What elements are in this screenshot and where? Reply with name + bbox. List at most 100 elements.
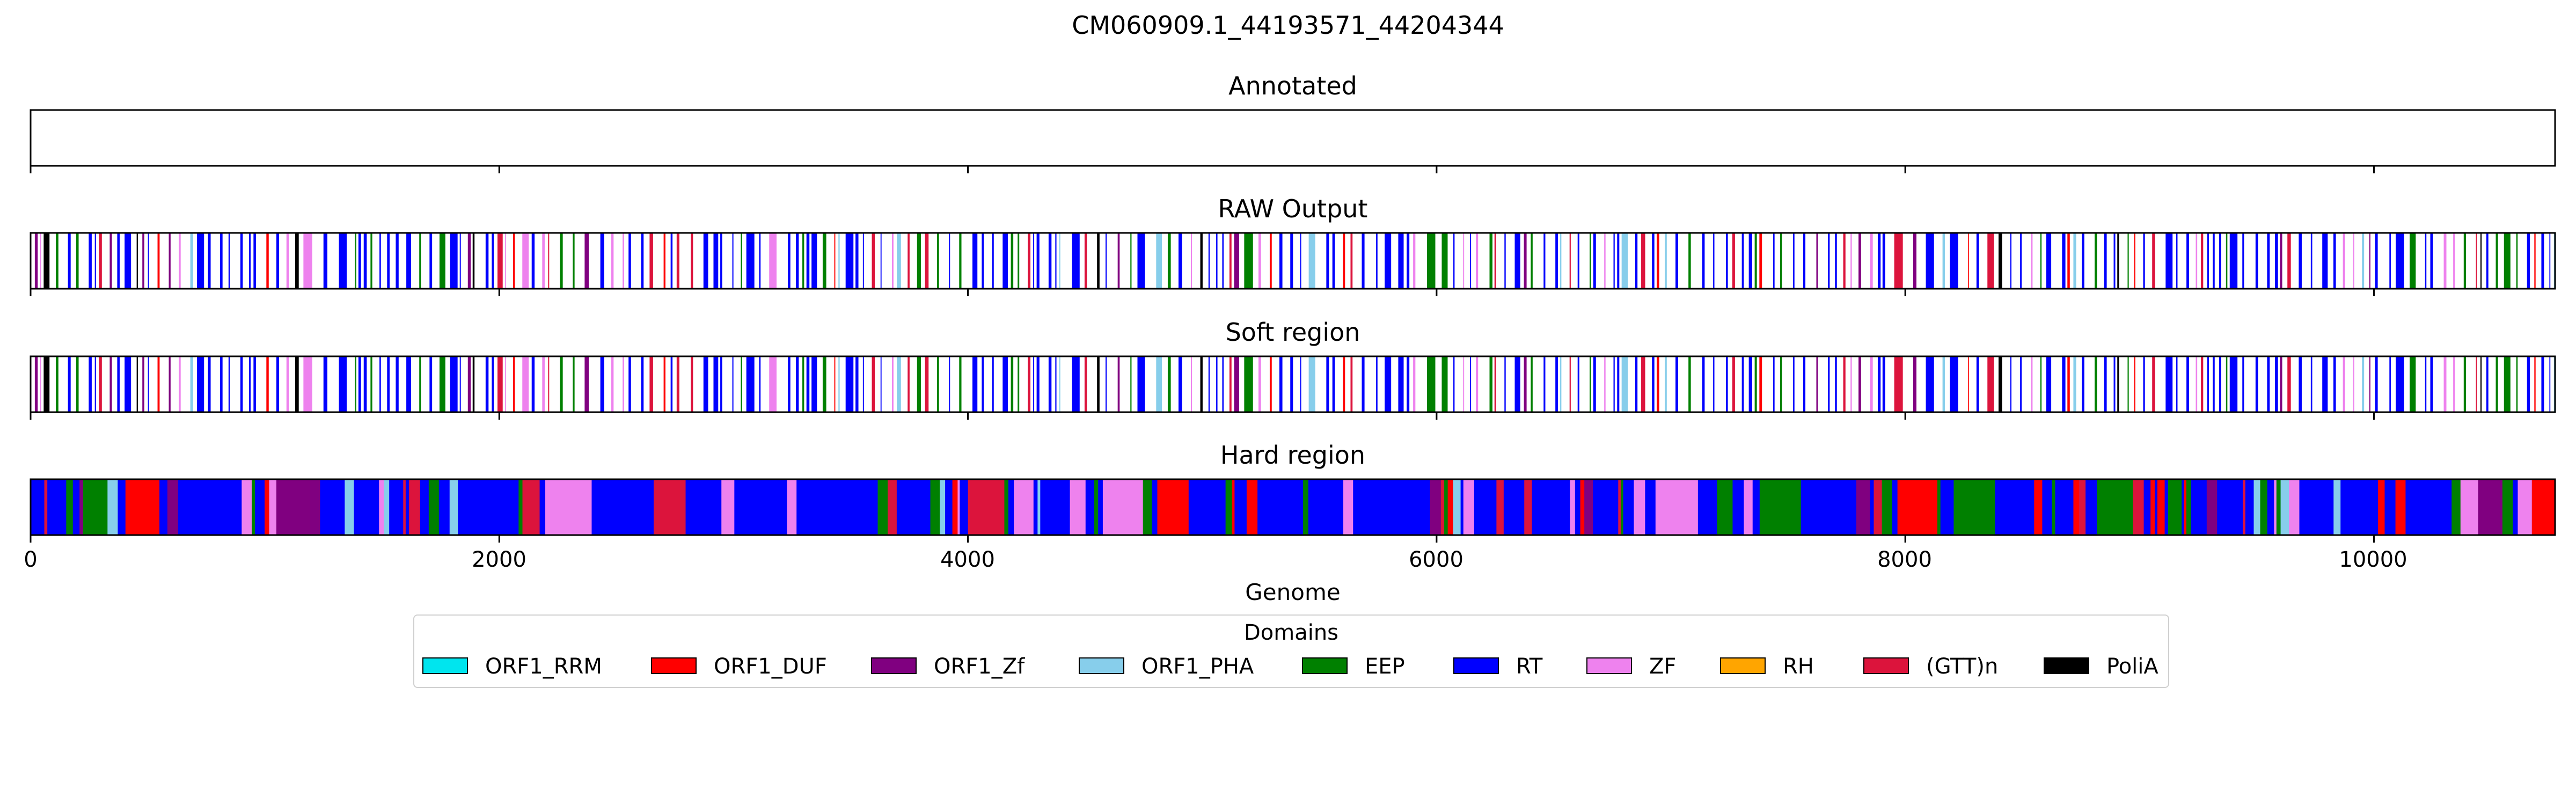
segment-2-231	[2229, 356, 2238, 412]
segment-3-210	[2253, 479, 2261, 535]
segment-2-32	[339, 356, 347, 412]
segment-2-42	[429, 356, 433, 412]
segment-3-177	[1995, 479, 1997, 535]
segment-1-178	[1732, 233, 1735, 289]
segment-2-233	[2255, 356, 2258, 412]
panel-title-soft-region: Soft region	[1225, 318, 1360, 347]
segment-1-32	[339, 233, 347, 289]
segment-1-76	[759, 233, 761, 289]
segment-2-2	[43, 356, 50, 412]
segment-1-85	[838, 233, 840, 289]
segment-3-183	[2073, 479, 2080, 535]
x-tick-label-10000: 10000	[2339, 547, 2407, 572]
segment-2-3	[56, 356, 58, 412]
segment-3-206	[2227, 479, 2236, 535]
segment-3-88	[1037, 479, 1041, 535]
segment-3-5	[66, 479, 74, 535]
segment-3-195	[2164, 479, 2169, 535]
segment-3-154	[1655, 479, 1665, 535]
segment-3-53	[635, 479, 644, 535]
segment-1-183	[1773, 233, 1775, 289]
segment-3-126	[1453, 479, 1461, 535]
segment-1-119	[1167, 233, 1171, 289]
x-tick-label-6000: 6000	[1409, 547, 1463, 572]
segment-1-234	[2267, 233, 2270, 289]
segment-1-97	[949, 233, 950, 289]
segment-3-32	[389, 479, 397, 535]
legend-label-zf: ZF	[1649, 654, 1677, 679]
segment-1-159	[1560, 233, 1562, 289]
panel-frame-3	[30, 478, 2556, 536]
segment-2-10	[117, 356, 120, 412]
segment-2-182	[1759, 356, 1762, 412]
segment-1-259	[2504, 233, 2511, 289]
segment-1-174	[1688, 233, 1691, 289]
segment-1-42	[429, 233, 433, 289]
segment-1-116	[1130, 233, 1132, 289]
segment-1-10	[117, 233, 120, 289]
segment-3-228	[2405, 479, 2452, 535]
segment-1-147	[1453, 233, 1455, 289]
segment-2-216	[2113, 356, 2116, 412]
segment-2-256	[2480, 356, 2482, 412]
segment-1-198	[1926, 233, 1934, 289]
segment-3-79	[950, 479, 953, 535]
segment-2-65	[649, 356, 653, 412]
segment-2-157	[1543, 356, 1546, 412]
segment-2-191	[1850, 356, 1852, 412]
segment-1-123	[1208, 233, 1210, 289]
segment-1-92	[897, 233, 901, 289]
segment-1-196	[1894, 233, 1903, 289]
segment-2-222	[2165, 356, 2173, 412]
segment-1-7	[94, 233, 96, 289]
segment-1-9	[109, 233, 112, 289]
panel-title-annotated: Annotated	[1228, 71, 1357, 100]
segment-3-11	[118, 479, 126, 535]
segment-2-173	[1675, 356, 1678, 412]
segment-2-140	[1376, 356, 1378, 412]
segment-1-137	[1343, 233, 1345, 289]
segment-3-146	[1610, 479, 1619, 535]
segment-3-203	[2200, 479, 2207, 535]
segment-2-84	[834, 356, 836, 412]
segment-3-43	[505, 479, 510, 535]
segment-2-73	[732, 356, 734, 412]
segment-2-239	[2310, 356, 2312, 412]
segment-1-80	[802, 233, 804, 289]
legend: Domains ORF1_RRM ORF1_DUF ORF1_Zf ORF1_P…	[413, 614, 2169, 688]
segment-2-68	[676, 356, 679, 412]
segment-2-247	[2389, 356, 2391, 412]
segment-2-59	[584, 356, 589, 412]
segment-1-233	[2255, 233, 2258, 289]
segment-1-263	[2541, 233, 2544, 289]
segment-2-53	[522, 356, 529, 412]
segment-2-97	[949, 356, 950, 412]
segment-2-40	[406, 356, 412, 412]
segment-3-147	[1618, 479, 1621, 535]
segment-3-214	[2272, 479, 2274, 535]
segment-3-191	[2143, 479, 2151, 535]
segment-1-103	[1011, 233, 1014, 289]
segment-1-165	[1613, 233, 1615, 289]
segment-3-134	[1524, 479, 1532, 535]
segment-2-107	[1036, 356, 1040, 412]
segment-1-133	[1300, 233, 1301, 289]
segment-3-114	[1336, 479, 1344, 535]
segment-2-29	[295, 356, 299, 412]
segment-1-108	[1048, 233, 1052, 289]
segment-1-28	[286, 233, 289, 289]
segment-3-59	[725, 479, 735, 535]
segment-1-172	[1665, 233, 1667, 289]
segment-2-220	[2143, 356, 2145, 412]
legend-swatch-orf1-duf	[651, 657, 697, 674]
segment-3-94	[1085, 479, 1095, 535]
segment-2-51	[505, 356, 507, 412]
segment-3-92	[1064, 479, 1071, 535]
segment-2-228	[2213, 356, 2215, 412]
segment-1-36	[370, 233, 372, 289]
legend-label-eep: EEP	[1365, 654, 1405, 679]
segment-2-52	[513, 356, 515, 412]
segment-3-127	[1460, 479, 1464, 535]
legend-label-polia: PoliA	[2106, 654, 2158, 679]
